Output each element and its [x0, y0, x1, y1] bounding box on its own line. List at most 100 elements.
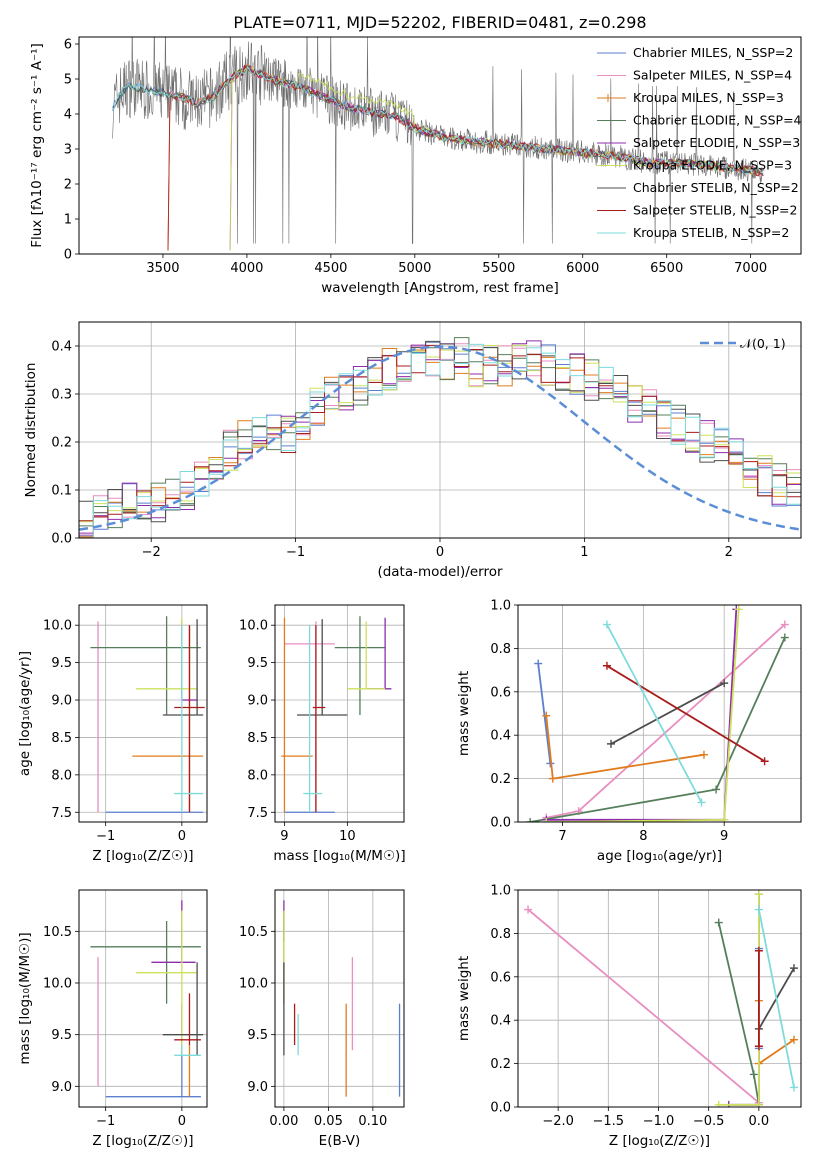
- y-tick-label: 4: [64, 108, 72, 123]
- y-tick-label: 8.0: [51, 768, 72, 783]
- y-axis-label: Flux [fλ10⁻¹⁷ erg cm⁻² s⁻¹ A⁻¹]: [29, 43, 45, 248]
- y-tick-label: 10.0: [239, 977, 268, 992]
- chart-title: PLATE=0711, MJD=52202, FIBERID=0481, z=0…: [233, 13, 646, 32]
- mass-weight-marker: [789, 1035, 798, 1044]
- mass-weight-marker: [749, 1070, 758, 1079]
- mass-weight-marker: [789, 1083, 798, 1092]
- plot-frame: [78, 321, 802, 539]
- plot-frame: [274, 604, 405, 823]
- mass-weight-line: [606, 665, 766, 762]
- mass-weight-marker: [780, 633, 789, 642]
- x-axis-label: age [log₁₀(age/yr)]: [597, 848, 722, 864]
- y-tick-label: 7.5: [247, 806, 268, 821]
- mass-weight-line: [529, 637, 786, 822]
- x-tick-label: 6000: [566, 261, 599, 276]
- x-axis-label: wavelength [Angstrom, rest frame]: [321, 280, 559, 296]
- y-tick-label: 0.2: [490, 772, 511, 787]
- mass-weight-line: [758, 909, 795, 1088]
- legend-label: Chabrier STELIB, N_SSP=2: [633, 180, 799, 195]
- mass-weight-marker: [714, 918, 723, 927]
- histogram-step-line: [79, 344, 801, 522]
- x-tick-label: −2: [142, 545, 161, 560]
- mass-weight-marker: [548, 774, 557, 783]
- legend-label: Salpeter ELODIE, N_SSP=3: [633, 135, 800, 150]
- legend-label: Chabrier ELODIE, N_SSP=4: [633, 113, 802, 128]
- y-axis-label: mass weight: [456, 956, 472, 1041]
- x-axis-label: mass [log₁₀(M/M☉)]: [273, 848, 405, 864]
- mass-weight-marker: [760, 757, 769, 766]
- mass-weight-line: [546, 609, 738, 821]
- mass-weight-line: [537, 663, 552, 764]
- legend-label: 𝒩(0, 1): [740, 336, 786, 351]
- x-tick-label: −0.5: [693, 1114, 725, 1129]
- y-tick-label: 8.0: [247, 768, 268, 783]
- plot-area: [90, 900, 204, 1098]
- x-tick-label: 5000: [398, 261, 431, 276]
- mass-weight-line: [717, 922, 760, 1105]
- x-tick-label: 0.05: [314, 1114, 343, 1129]
- plot-frame: [78, 604, 208, 823]
- mass-weight-marker: [754, 890, 763, 899]
- plot-area: [90, 616, 205, 813]
- plot-frame: [274, 889, 405, 1108]
- plot-frame: [78, 889, 208, 1108]
- y-tick-label: 0.8: [490, 642, 511, 657]
- y-tick-label: 9.5: [247, 656, 268, 671]
- mass-weight-marker: [602, 661, 611, 670]
- mass-weight-marker: [754, 1042, 763, 1051]
- x-tick-label: 3500: [146, 261, 179, 276]
- plot-area: [524, 890, 798, 1107]
- y-tick-label: 0.8: [490, 927, 511, 942]
- mass-weight-marker: [699, 750, 708, 759]
- mass-weight-line: [527, 908, 760, 1104]
- y-tick-label: 10.0: [43, 619, 72, 634]
- y-tick-label: 9.0: [247, 1080, 268, 1095]
- mass-weight-marker: [734, 605, 743, 614]
- legend-label: Salpeter MILES, N_SSP=4: [633, 68, 792, 83]
- y-tick-label: 1.0: [490, 599, 511, 614]
- x-tick-label: 0.0: [749, 1114, 770, 1129]
- plot-area: [526, 605, 789, 822]
- x-tick-label: 0: [178, 1114, 186, 1129]
- y-tick-label: 9.0: [51, 694, 72, 709]
- x-tick-label: 4000: [230, 261, 263, 276]
- plot-area: [79, 337, 801, 538]
- y-tick-label: 10.5: [239, 925, 268, 940]
- model-fit-line: [112, 65, 764, 175]
- y-tick-label: 8.5: [247, 731, 268, 746]
- y-tick-label: 0.0: [490, 816, 511, 831]
- x-tick-label: −1.5: [593, 1114, 625, 1129]
- x-tick-label: 1: [580, 545, 588, 560]
- x-tick-label: 0: [436, 545, 444, 560]
- legend-marker: [604, 94, 612, 102]
- y-axis-label: age [log₁₀(age/yr)]: [17, 651, 33, 776]
- mass-weight-marker: [524, 905, 533, 914]
- mass-weight-marker: [754, 946, 763, 955]
- y-tick-label: 0.3: [51, 388, 72, 403]
- legend-label: Kroupa STELIB, N_SSP=2: [633, 225, 789, 240]
- mass-weight-marker: [542, 711, 551, 720]
- legend-label: Kroupa MILES, N_SSP=3: [633, 90, 784, 105]
- mass-weight-marker: [754, 905, 763, 914]
- y-tick-label: 0.0: [51, 532, 72, 547]
- y-axis-label: mass weight: [456, 671, 472, 756]
- y-tick-label: 7.5: [51, 806, 72, 821]
- y-axis-label: mass [log₁₀(M/M☉)]: [17, 932, 33, 1064]
- y-tick-label: 0.2: [490, 1057, 511, 1072]
- y-tick-label: 9.0: [51, 1080, 72, 1095]
- y-tick-label: 1.0: [490, 884, 511, 899]
- x-axis-label: Z [log₁₀(Z/Z☉)]: [92, 1133, 193, 1149]
- legend-label: Kroupa ELODIE, N_SSP=3: [633, 158, 792, 173]
- mass-weight-marker: [789, 964, 798, 973]
- mass-weight-marker: [714, 1100, 723, 1107]
- plot-area: [281, 616, 392, 813]
- x-axis-label: Z [log₁₀(Z/Z☉)]: [92, 848, 193, 864]
- x-tick-label: −1: [286, 545, 305, 560]
- x-tick-label: 7: [558, 829, 566, 844]
- mass-weight-marker: [780, 620, 789, 629]
- mass-weight-marker: [720, 679, 729, 688]
- x-tick-label: −1: [96, 1114, 115, 1129]
- mass-weight-marker: [602, 620, 611, 629]
- mass-weight-line: [610, 682, 725, 745]
